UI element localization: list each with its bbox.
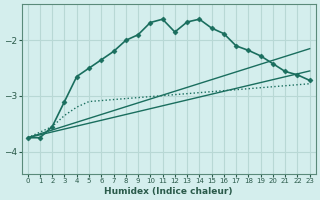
X-axis label: Humidex (Indice chaleur): Humidex (Indice chaleur): [104, 187, 233, 196]
